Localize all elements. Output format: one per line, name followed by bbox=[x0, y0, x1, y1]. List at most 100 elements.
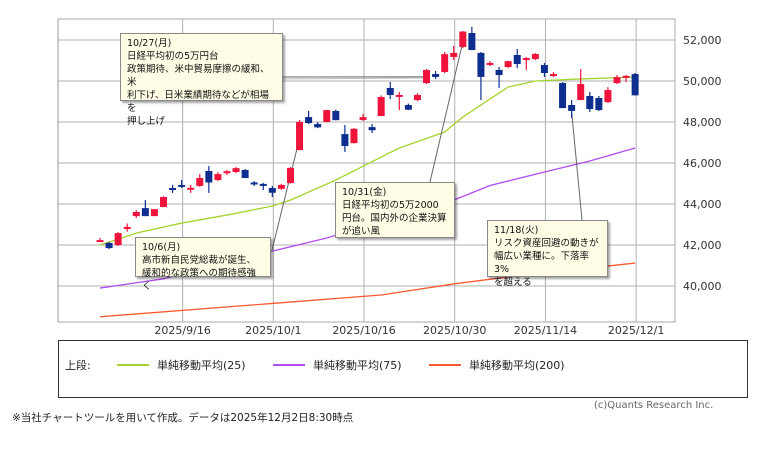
candle-body bbox=[613, 77, 621, 84]
callout-line: 幅広い業種に。下落率3% bbox=[494, 251, 590, 275]
candle-body bbox=[477, 52, 485, 77]
legend-item-ma25: 単純移動平均(25) bbox=[117, 357, 246, 373]
candle-body bbox=[214, 174, 222, 181]
legend-item-ma75: 単純移動平均(75) bbox=[273, 357, 402, 373]
candle-11/11 bbox=[513, 49, 521, 69]
legend-item-ma200: 単純移動平均(200) bbox=[429, 357, 565, 373]
candle-10/23 bbox=[404, 103, 412, 111]
legend-swatch bbox=[117, 364, 149, 366]
callout-10-31: 10/31(金) 日経平均初の5万2000 円台。国内外の企業決算 が追い風 bbox=[335, 182, 455, 238]
candle-body bbox=[332, 110, 340, 121]
callout-11-18: 11/18(火) リスク資産回避の動きが 幅広い業種に。下落率3% を超える bbox=[487, 220, 608, 288]
candle-10/8 bbox=[314, 122, 322, 129]
candle-11/19 bbox=[568, 100, 576, 119]
candle-11/10 bbox=[504, 60, 512, 69]
legend: 上段: 単純移動平均(25) 単純移動平均(75) 単純移動平均(200) bbox=[58, 340, 748, 398]
y-tick-label: 46,000 bbox=[683, 157, 722, 170]
copyright: (c)Quants Research Inc. bbox=[594, 400, 714, 411]
candle-9/29 bbox=[250, 181, 258, 186]
candle-9/22 bbox=[214, 172, 222, 182]
y-tick-label: 48,000 bbox=[683, 116, 722, 129]
callout-leader bbox=[282, 77, 424, 80]
candle-body bbox=[277, 184, 285, 189]
candle-body bbox=[441, 54, 449, 72]
candle-9/17 bbox=[187, 184, 195, 193]
candle-body bbox=[404, 104, 412, 110]
callout-line: 押し上げ bbox=[127, 116, 166, 127]
candle-11/7 bbox=[495, 67, 503, 88]
legend-swatch bbox=[273, 364, 305, 366]
candle-body bbox=[241, 169, 249, 178]
candle-10/31 bbox=[459, 30, 467, 49]
candle-body bbox=[432, 74, 440, 77]
candle-body bbox=[413, 94, 421, 101]
candle-body bbox=[595, 98, 603, 111]
candle-11/6 bbox=[486, 61, 494, 67]
candle-11/14 bbox=[540, 62, 548, 78]
candle-body bbox=[586, 95, 594, 110]
candle-9/25 bbox=[232, 167, 240, 174]
candle-11/25 bbox=[595, 95, 603, 111]
candle-body bbox=[114, 233, 122, 246]
candle-body bbox=[513, 54, 521, 64]
x-tick-label: 2025/9/16 bbox=[154, 324, 210, 337]
candle-11/17 bbox=[550, 71, 557, 78]
candle-10/28 bbox=[432, 70, 440, 79]
candle-body bbox=[459, 31, 467, 47]
candle-body bbox=[150, 209, 158, 217]
callout-line: リスク資産回避の動きが bbox=[494, 238, 599, 249]
callout-line: 高市新自民党総裁が誕生、 bbox=[142, 255, 257, 266]
callout-10-27: 10/27(月) 日経平均初の5万円台 政策期待、米中貿易摩擦の緩和、米 利下げ… bbox=[120, 33, 283, 127]
candle-body bbox=[359, 117, 367, 120]
x-tick-label: 2025/10/30 bbox=[423, 324, 486, 337]
candle-9/2 bbox=[96, 238, 104, 243]
candle-body bbox=[540, 65, 548, 74]
callout-line: 緩和的な政策への期待感強く bbox=[142, 268, 257, 292]
candle-body bbox=[622, 75, 630, 78]
candle-body bbox=[468, 33, 476, 51]
candle-body bbox=[450, 52, 458, 58]
callout-leader bbox=[271, 138, 301, 251]
candle-body bbox=[123, 226, 131, 229]
candle-9/12 bbox=[169, 184, 177, 193]
y-tick-label: 40,000 bbox=[683, 280, 722, 293]
candle-body bbox=[296, 122, 304, 151]
candle-body bbox=[495, 69, 503, 76]
candle-10/7 bbox=[305, 110, 313, 125]
callout-line: 日経平均初の5万2000 bbox=[342, 200, 439, 211]
y-tick-label: 52,000 bbox=[683, 34, 722, 47]
candle-11/4 bbox=[468, 26, 476, 51]
candle-9/11 bbox=[159, 196, 167, 208]
candle-11/26 bbox=[604, 87, 612, 103]
candle-body bbox=[368, 127, 376, 131]
candle-9/30 bbox=[259, 182, 267, 191]
callout-line: を超える bbox=[494, 277, 532, 288]
candle-body bbox=[314, 124, 322, 128]
candle-11/5 bbox=[477, 52, 485, 101]
y-tick-label: 44,000 bbox=[683, 198, 722, 211]
candle-body bbox=[105, 242, 113, 249]
y-tick-label: 42,000 bbox=[683, 239, 722, 252]
candle-body bbox=[577, 84, 585, 101]
candle-body bbox=[232, 168, 240, 173]
candle-11/20 bbox=[577, 69, 585, 101]
callout-line: 日経平均初の5万円台 bbox=[127, 51, 219, 62]
candle-body bbox=[568, 104, 576, 111]
candle-10/24 bbox=[413, 93, 421, 102]
candle-10/10 bbox=[332, 109, 340, 121]
x-tick-label: 2025/10/1 bbox=[245, 324, 301, 337]
candle-10/16 bbox=[359, 114, 367, 121]
candlestick-chart: 40,000 42,000 44,000 46,000 48,000 50,000 52,0… bbox=[57, 18, 722, 337]
candle-10/21 bbox=[386, 82, 394, 100]
candle-body bbox=[395, 94, 403, 97]
candle-9/8 bbox=[132, 210, 140, 218]
ma-line-ma25 bbox=[99, 76, 636, 246]
candle-body bbox=[604, 90, 612, 103]
callout-leader bbox=[571, 111, 583, 221]
candle-body bbox=[223, 171, 231, 174]
candle-body bbox=[559, 83, 567, 109]
candle-body bbox=[268, 188, 276, 193]
candle-10/2 bbox=[277, 183, 285, 190]
x-tick-label: 2025/10/16 bbox=[332, 324, 395, 337]
y-tick-label: 50,000 bbox=[683, 75, 722, 88]
